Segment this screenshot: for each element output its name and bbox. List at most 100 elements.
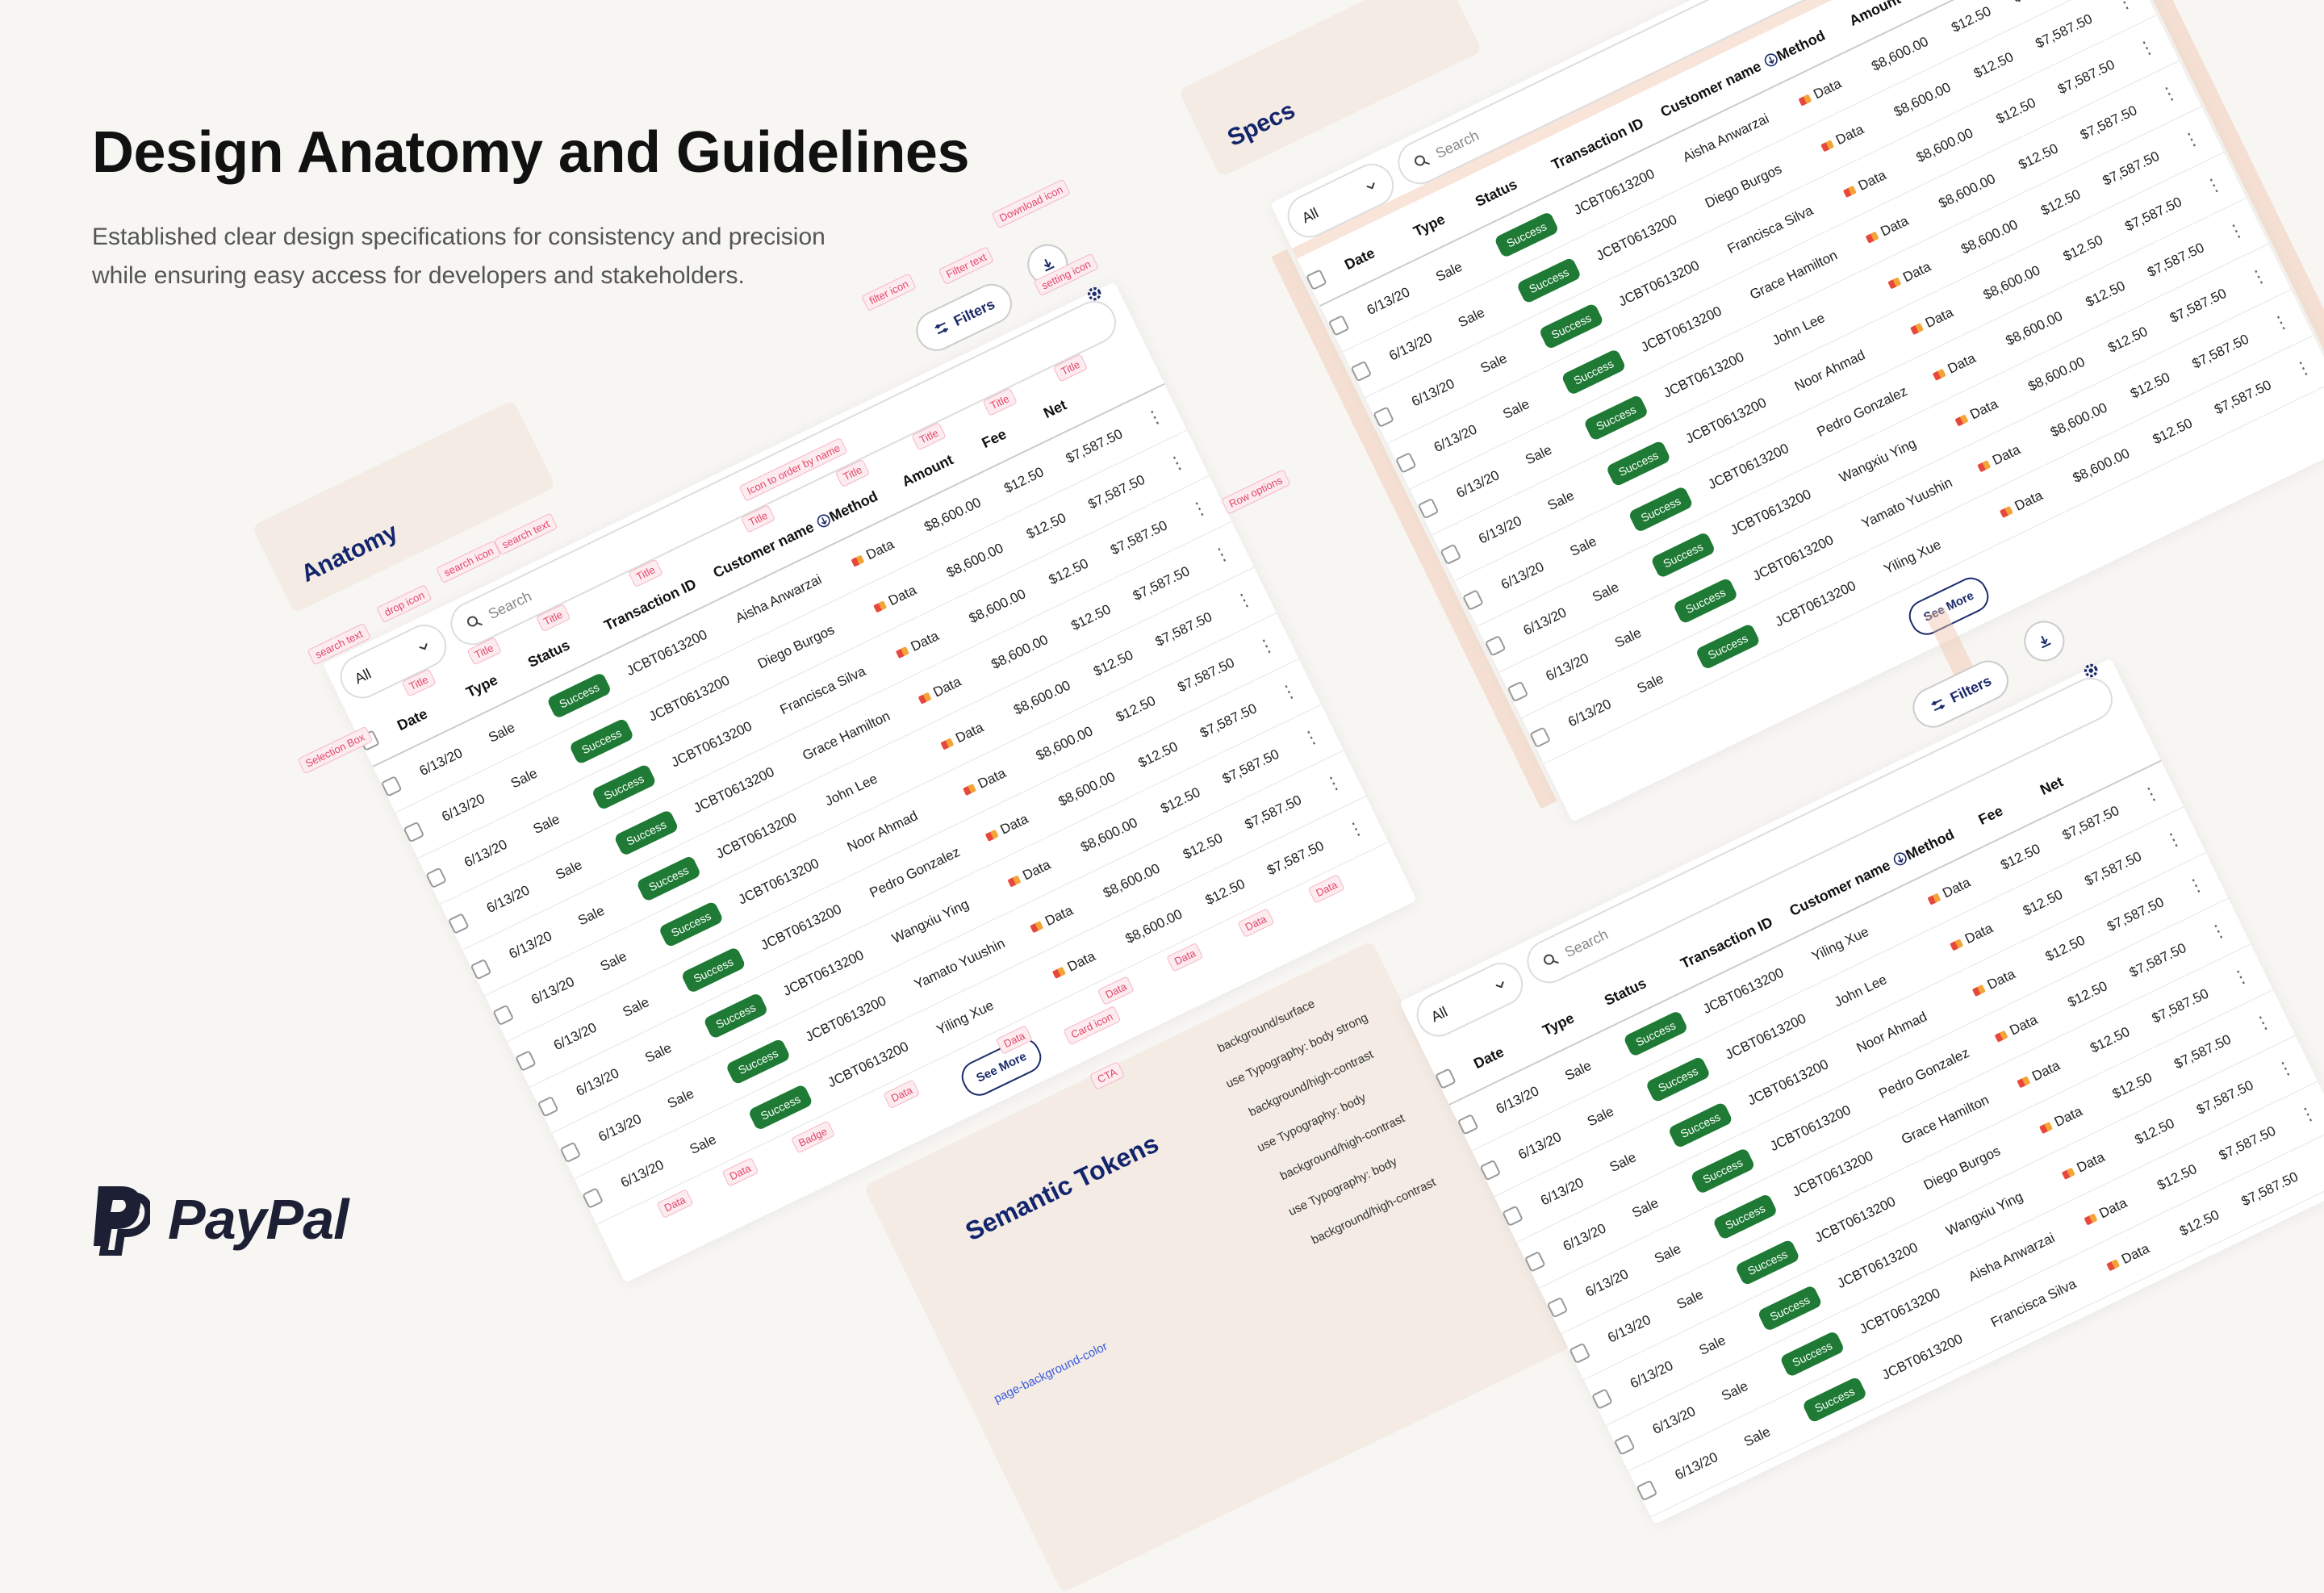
row-options[interactable]: ⋮ <box>1277 674 1315 704</box>
checkbox[interactable] <box>1636 1480 1657 1502</box>
cell <box>1507 671 1550 703</box>
annotation: Selection Box <box>297 726 372 775</box>
cell-text: 6/13/20 <box>1672 1449 1720 1484</box>
checkbox[interactable] <box>1395 452 1417 474</box>
column-title: Status <box>525 637 573 671</box>
cell-text: 6/13/20 <box>1386 330 1435 365</box>
method: Data <box>2096 1195 2130 1223</box>
row-options[interactable]: ⋮ <box>2269 304 2306 334</box>
card-icon <box>1995 1031 2008 1043</box>
row-options[interactable]: ⋮ <box>2229 959 2266 989</box>
cell: Sale <box>1629 1177 1698 1222</box>
row-options[interactable]: ⋮ <box>2274 1051 2311 1081</box>
chevron-icon <box>1361 175 1382 197</box>
checkbox[interactable] <box>403 822 424 843</box>
cell-text: $7,587.50 <box>1153 609 1215 650</box>
checkbox[interactable] <box>1614 1434 1636 1456</box>
card-icon <box>2106 1259 2120 1271</box>
row-options[interactable]: ⋮ <box>2251 1005 2288 1035</box>
row-options[interactable]: ⋮ <box>1165 445 1202 475</box>
row-options[interactable]: ⋮ <box>1344 811 1381 841</box>
cell-text: Sale <box>1545 487 1577 514</box>
row-options[interactable]: ⋮ <box>1188 491 1225 521</box>
panel-title: Semantic Tokens <box>961 1128 1164 1247</box>
cell <box>448 902 491 934</box>
title: Design Anatomy and Guidelines <box>92 119 969 186</box>
annotation: Card icon <box>1063 1006 1121 1045</box>
checkbox[interactable] <box>381 776 403 797</box>
cell-text: $12.50 <box>2061 232 2106 266</box>
row-options[interactable]: ⋮ <box>1232 582 1269 612</box>
row-options[interactable]: ⋮ <box>2139 776 2176 806</box>
download-button[interactable] <box>2017 614 2071 668</box>
row-options[interactable]: ⋮ <box>2184 868 2222 897</box>
checkbox[interactable] <box>1529 726 1551 748</box>
checkbox[interactable] <box>1373 406 1394 428</box>
cell-text: $12.50 <box>2128 370 2173 403</box>
checkbox[interactable] <box>492 1005 514 1026</box>
cell-text: $8,600.00 <box>967 586 1029 627</box>
cell-text: $7,587.50 <box>2078 102 2140 144</box>
status-badge: Success <box>1802 1376 1868 1424</box>
row-options[interactable]: ⋮ <box>1143 399 1180 429</box>
checkbox[interactable] <box>1328 315 1350 337</box>
row-options[interactable]: ⋮ <box>2292 350 2324 380</box>
cell: Sale <box>1500 378 1569 423</box>
cell-text: Sale <box>1456 305 1487 332</box>
cell-text: 6/13/20 <box>1561 1220 1609 1255</box>
cell-text: Sale <box>1652 1241 1683 1268</box>
cell-text: Sale <box>1697 1332 1728 1359</box>
checkbox[interactable] <box>1462 589 1484 611</box>
row-options[interactable]: ⋮ <box>2206 914 2243 943</box>
row-options[interactable]: ⋮ <box>1299 720 1336 750</box>
cell: Sale <box>575 884 644 929</box>
row-options[interactable]: ⋮ <box>2247 259 2284 289</box>
row-options[interactable]: ⋮ <box>1322 765 1359 795</box>
checkbox[interactable] <box>448 913 470 934</box>
row-options[interactable]: ⋮ <box>2202 167 2239 197</box>
checkbox[interactable] <box>1591 1388 1613 1410</box>
cell-text: $12.50 <box>1971 49 2017 82</box>
cell-text: $12.50 <box>1024 510 1069 543</box>
cell <box>1524 1240 1568 1273</box>
cell-text: 6/13/20 <box>1515 1129 1564 1164</box>
checkbox[interactable] <box>1485 635 1507 657</box>
row-options[interactable]: ⋮ <box>2157 76 2194 106</box>
cell-text: $12.50 <box>1047 556 1092 589</box>
cell-text: $12.50 <box>1001 464 1047 497</box>
checkbox[interactable] <box>1569 1343 1590 1365</box>
checkbox[interactable] <box>1418 498 1440 520</box>
checkbox[interactable] <box>1440 544 1461 566</box>
cell: Sale <box>688 1114 756 1158</box>
card-icon <box>1954 414 1968 426</box>
checkbox[interactable] <box>537 1096 559 1118</box>
checkbox[interactable] <box>559 1142 581 1164</box>
checkbox[interactable] <box>425 867 447 888</box>
column-header: Type <box>1411 195 1480 240</box>
checkbox[interactable] <box>1507 681 1528 703</box>
cell: Sale <box>1612 607 1681 651</box>
cell-text: $7,587.50 <box>2100 148 2163 190</box>
cell-text: $7,587.50 <box>2167 286 2230 327</box>
cell-text: Sale <box>621 994 652 1021</box>
checkbox[interactable] <box>582 1187 604 1209</box>
brand-name: PayPal <box>168 1187 349 1252</box>
column-header: Fee <box>1975 784 2045 829</box>
checkbox[interactable] <box>470 959 492 980</box>
cell-text: Sale <box>1607 1149 1639 1176</box>
checkbox[interactable] <box>1306 269 1327 291</box>
checkbox[interactable] <box>1350 361 1372 383</box>
cell: Sale <box>1433 241 1502 286</box>
cell-text: Sale <box>598 948 629 975</box>
cell: Sale <box>1456 286 1524 331</box>
cell-text: $12.50 <box>1994 95 2039 128</box>
header-cell <box>1306 258 1349 291</box>
row-options[interactable]: ⋮ <box>2135 30 2172 60</box>
column-title: Type <box>1411 211 1448 240</box>
row-options[interactable]: ⋮ <box>2180 121 2217 151</box>
row-options[interactable]: ⋮ <box>2162 822 2199 851</box>
row-options[interactable]: ⋮ <box>1210 537 1247 567</box>
checkbox[interactable] <box>515 1050 537 1072</box>
row-options[interactable]: ⋮ <box>1255 628 1292 658</box>
row-options[interactable]: ⋮ <box>2225 213 2262 243</box>
